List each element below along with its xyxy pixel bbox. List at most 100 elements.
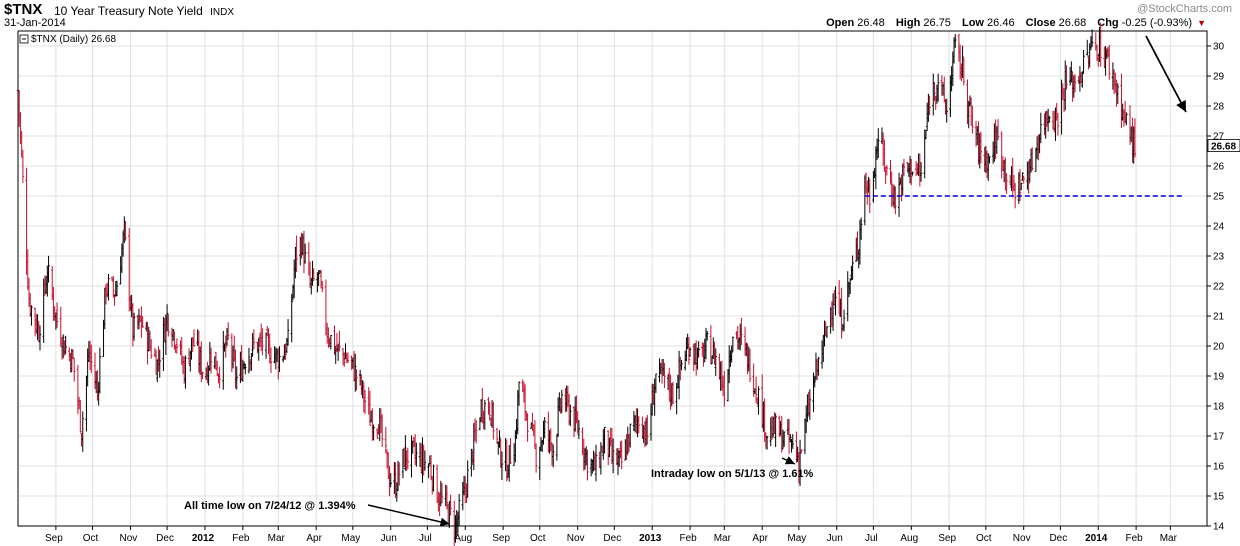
close-value: 26.68: [1058, 17, 1087, 29]
ohlc-bar: [247, 347, 251, 374]
ohlc-bar: [928, 95, 931, 115]
legend-label: $TNX (Daily) 26.68: [31, 34, 116, 45]
ohlc-bar: [765, 436, 769, 450]
ohlc-bar: [940, 75, 944, 96]
x-tick-label: Dec: [1049, 533, 1067, 544]
ohlc-bar: [569, 404, 572, 427]
x-tick-label: Mar: [714, 533, 732, 544]
ohlc-bar: [834, 286, 837, 316]
ohlc-bar: [201, 371, 204, 380]
ohlc-bar: [808, 389, 812, 420]
ohlc-bar: [706, 330, 709, 341]
ohlc-bar: [380, 414, 384, 448]
ohlc-bar: [286, 319, 290, 346]
x-tick-label: May: [341, 533, 360, 544]
ohlc-bar: [872, 170, 875, 203]
x-tick-label: Sep: [492, 533, 510, 544]
ohlc-bar: [680, 359, 683, 371]
ohlc-bar: [368, 390, 372, 426]
y-tick-label: 21: [1213, 312, 1225, 323]
ohlc-bar: [1099, 22, 1102, 67]
ohlc-bar: [1133, 118, 1137, 158]
ohlc-bar: [936, 73, 940, 102]
ohlc-bar: [303, 243, 307, 264]
ohlc-bar: [62, 334, 65, 359]
y-tick-label: 24: [1213, 222, 1225, 233]
x-tick-label: Aug: [900, 533, 918, 544]
ohlc-bar: [791, 434, 794, 449]
close-label: Close: [1025, 17, 1056, 29]
legend: $TNX (Daily) 26.68: [19, 34, 116, 45]
ohlc-bar: [343, 352, 346, 367]
ohlc-bar: [962, 57, 966, 86]
ohlc-bars-layer: [16, 22, 1137, 546]
ohlc-bar: [586, 449, 589, 481]
ohlc-bar: [754, 376, 758, 404]
ohlc-bar: [495, 427, 499, 444]
ohlc-bar: [910, 158, 913, 186]
ohlc-bar: [98, 347, 102, 394]
ohlc-bar: [685, 337, 688, 362]
ohlc-bar: [184, 355, 187, 389]
ohlc-bar: [354, 353, 357, 392]
ohlc-bar: [488, 401, 491, 421]
ohlc-bar: [1125, 112, 1128, 126]
ohlc-bar: [47, 255, 50, 283]
ohlc-bar: [877, 128, 880, 159]
ohlc-bar: [141, 316, 144, 328]
ohlc-bar: [611, 438, 615, 474]
ohlc-bar: [723, 370, 726, 407]
ohlc-bar: [81, 411, 84, 452]
ohlc-bar: [284, 343, 287, 361]
ohlc-bar: [517, 381, 521, 406]
ohlc-bar: [866, 180, 869, 205]
ohlc-bar: [466, 460, 469, 498]
ohlc-bar: [663, 362, 666, 389]
ohlc-bar: [560, 389, 563, 414]
ticker-description: 10 Year Treasury Note Yield INDX: [54, 4, 234, 18]
annotation-arrow-down: [1145, 35, 1187, 113]
x-tick-label: Sep: [938, 533, 956, 544]
ohlc-bar: [543, 417, 546, 439]
ohlc-bar: [534, 443, 538, 473]
ohlc-bar: [63, 340, 66, 356]
ohlc-bar: [961, 45, 964, 78]
x-tick-label: 2013: [639, 533, 662, 544]
ohlc-bar: [1082, 49, 1085, 74]
y-tick-label: 18: [1213, 402, 1225, 413]
ohlc-bar: [646, 414, 649, 445]
ohlc-bar: [778, 415, 781, 437]
ohlc-bar: [770, 416, 774, 440]
ohlc-bar: [423, 450, 427, 471]
annotations-layer: All time low on 7/24/12 @ 1.394% Intraday…: [184, 35, 1187, 527]
high-label: High: [895, 17, 921, 29]
ohlc-bar: [252, 329, 256, 350]
brand-watermark: @StockCharts.com: [1137, 3, 1232, 15]
ohlc-bar: [603, 426, 606, 454]
x-tick-label: Apr: [306, 533, 322, 544]
open-label: Open: [826, 17, 855, 29]
last-value-marker: 26.68: [1207, 139, 1240, 153]
ohlc-bar: [79, 399, 82, 433]
ohlc-bar: [996, 119, 1000, 141]
ohlc-bar: [167, 314, 170, 337]
ohlc-bar: [427, 463, 430, 479]
y-tick-label: 14: [1213, 522, 1225, 533]
ohlc-bar: [859, 217, 863, 240]
ticker-symbol: $TNX: [4, 1, 42, 18]
ohlc-bar: [1020, 182, 1023, 191]
ohlc-bar: [73, 357, 76, 382]
x-tick-label: Sep: [45, 533, 63, 544]
ohlc-bar: [124, 221, 127, 241]
ohlc-bar: [470, 448, 473, 477]
x-tick-label: Feb: [232, 533, 250, 544]
ohlc-bar: [757, 386, 760, 415]
low-label: Low: [961, 17, 984, 29]
y-tick-label: 28: [1213, 102, 1225, 113]
ohlc-bar: [538, 446, 541, 481]
ohlc-bar: [21, 149, 25, 183]
y-tick-label: 20: [1213, 342, 1225, 353]
ohlc-bar: [404, 435, 407, 471]
x-tick-label: Mar: [1160, 533, 1178, 544]
